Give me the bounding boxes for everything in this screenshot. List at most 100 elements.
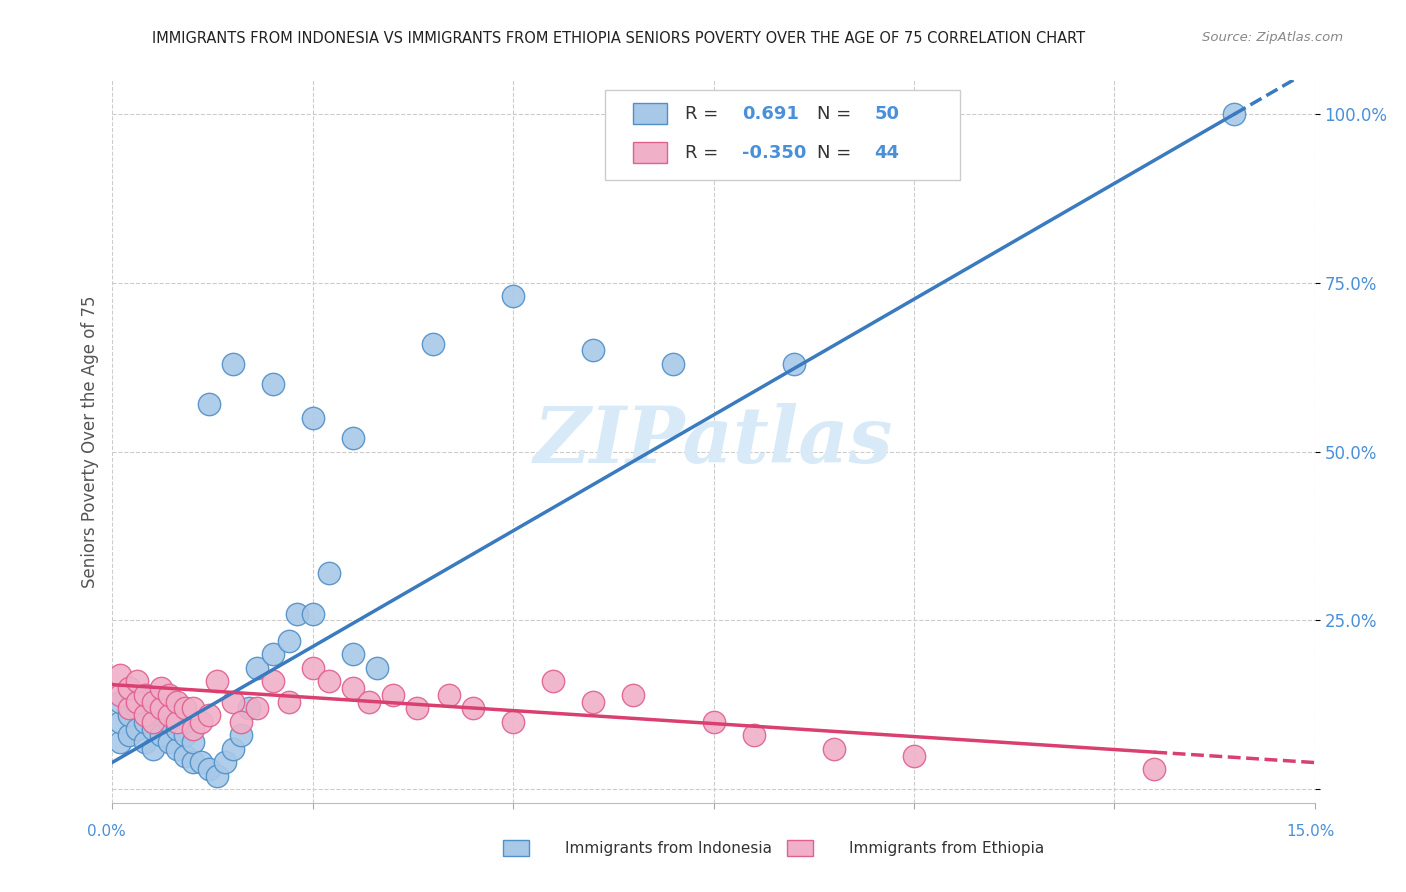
Point bbox=[117, 681, 139, 695]
Point bbox=[197, 762, 219, 776]
Point bbox=[157, 714, 180, 729]
Point bbox=[342, 647, 364, 661]
Text: Immigrants from Indonesia: Immigrants from Indonesia bbox=[565, 841, 772, 855]
Point bbox=[157, 688, 180, 702]
Point bbox=[742, 728, 765, 742]
Point bbox=[302, 661, 325, 675]
Point bbox=[277, 694, 299, 708]
Point bbox=[166, 714, 188, 729]
Point bbox=[110, 688, 132, 702]
Point bbox=[582, 694, 605, 708]
Point bbox=[229, 728, 252, 742]
Point bbox=[318, 674, 340, 689]
Text: N =: N = bbox=[817, 144, 856, 161]
Text: R =: R = bbox=[685, 144, 724, 161]
Text: Immigrants from Ethiopia: Immigrants from Ethiopia bbox=[849, 841, 1045, 855]
Point bbox=[623, 688, 645, 702]
Text: 44: 44 bbox=[875, 144, 900, 161]
Point bbox=[582, 343, 605, 358]
Point bbox=[277, 633, 299, 648]
Text: 0.691: 0.691 bbox=[742, 104, 799, 122]
Point bbox=[173, 701, 195, 715]
Point bbox=[141, 714, 165, 729]
Point bbox=[157, 708, 180, 723]
Point bbox=[783, 357, 806, 371]
Point bbox=[342, 431, 364, 445]
FancyBboxPatch shape bbox=[503, 840, 529, 856]
Text: N =: N = bbox=[817, 104, 856, 122]
Point bbox=[125, 674, 148, 689]
Point bbox=[149, 681, 172, 695]
Text: -0.350: -0.350 bbox=[742, 144, 807, 161]
Point bbox=[134, 688, 156, 702]
Point bbox=[1223, 107, 1246, 121]
Point bbox=[246, 661, 269, 675]
Point bbox=[173, 728, 195, 742]
Point bbox=[222, 741, 245, 756]
Point bbox=[342, 681, 364, 695]
Point bbox=[197, 397, 219, 411]
Point bbox=[262, 377, 284, 392]
Point bbox=[366, 661, 388, 675]
Text: 15.0%: 15.0% bbox=[1286, 824, 1334, 838]
Point bbox=[205, 769, 228, 783]
Point bbox=[214, 756, 236, 770]
Point bbox=[318, 566, 340, 581]
Point bbox=[117, 681, 139, 695]
Point bbox=[662, 357, 685, 371]
Text: ZIPatlas: ZIPatlas bbox=[534, 403, 893, 480]
Point bbox=[302, 607, 325, 621]
Point bbox=[181, 735, 204, 749]
Point bbox=[903, 748, 925, 763]
Point bbox=[125, 722, 148, 736]
Point bbox=[190, 756, 212, 770]
Point bbox=[110, 735, 132, 749]
Point bbox=[262, 647, 284, 661]
Point bbox=[117, 728, 139, 742]
Point bbox=[357, 694, 380, 708]
Point bbox=[285, 607, 308, 621]
Point bbox=[157, 735, 180, 749]
Point bbox=[141, 741, 165, 756]
Text: Source: ZipAtlas.com: Source: ZipAtlas.com bbox=[1202, 31, 1343, 45]
Point bbox=[125, 701, 148, 715]
FancyBboxPatch shape bbox=[787, 840, 813, 856]
Point bbox=[110, 694, 132, 708]
Point bbox=[703, 714, 725, 729]
Point bbox=[1143, 762, 1166, 776]
Point bbox=[502, 714, 524, 729]
Point bbox=[823, 741, 845, 756]
Point bbox=[110, 667, 132, 681]
Point bbox=[149, 708, 172, 723]
Point bbox=[406, 701, 429, 715]
FancyBboxPatch shape bbox=[633, 103, 666, 124]
Point bbox=[181, 722, 204, 736]
Text: 50: 50 bbox=[875, 104, 900, 122]
Point bbox=[181, 701, 204, 715]
Point bbox=[437, 688, 460, 702]
Point bbox=[382, 688, 405, 702]
FancyBboxPatch shape bbox=[606, 90, 960, 180]
Point bbox=[149, 701, 172, 715]
Point bbox=[543, 674, 565, 689]
Point bbox=[149, 728, 172, 742]
Point bbox=[190, 714, 212, 729]
Point bbox=[166, 694, 188, 708]
FancyBboxPatch shape bbox=[633, 143, 666, 162]
Point bbox=[134, 714, 156, 729]
Point bbox=[117, 708, 139, 723]
Point bbox=[502, 289, 524, 303]
Point bbox=[134, 708, 156, 723]
Point bbox=[141, 694, 165, 708]
Point bbox=[461, 701, 484, 715]
Point bbox=[246, 701, 269, 715]
Point bbox=[117, 701, 139, 715]
Point bbox=[181, 756, 204, 770]
Point bbox=[197, 708, 219, 723]
Point bbox=[134, 735, 156, 749]
Point bbox=[262, 674, 284, 689]
Point bbox=[110, 714, 132, 729]
Point bbox=[125, 694, 148, 708]
Point bbox=[238, 701, 260, 715]
Point bbox=[222, 357, 245, 371]
